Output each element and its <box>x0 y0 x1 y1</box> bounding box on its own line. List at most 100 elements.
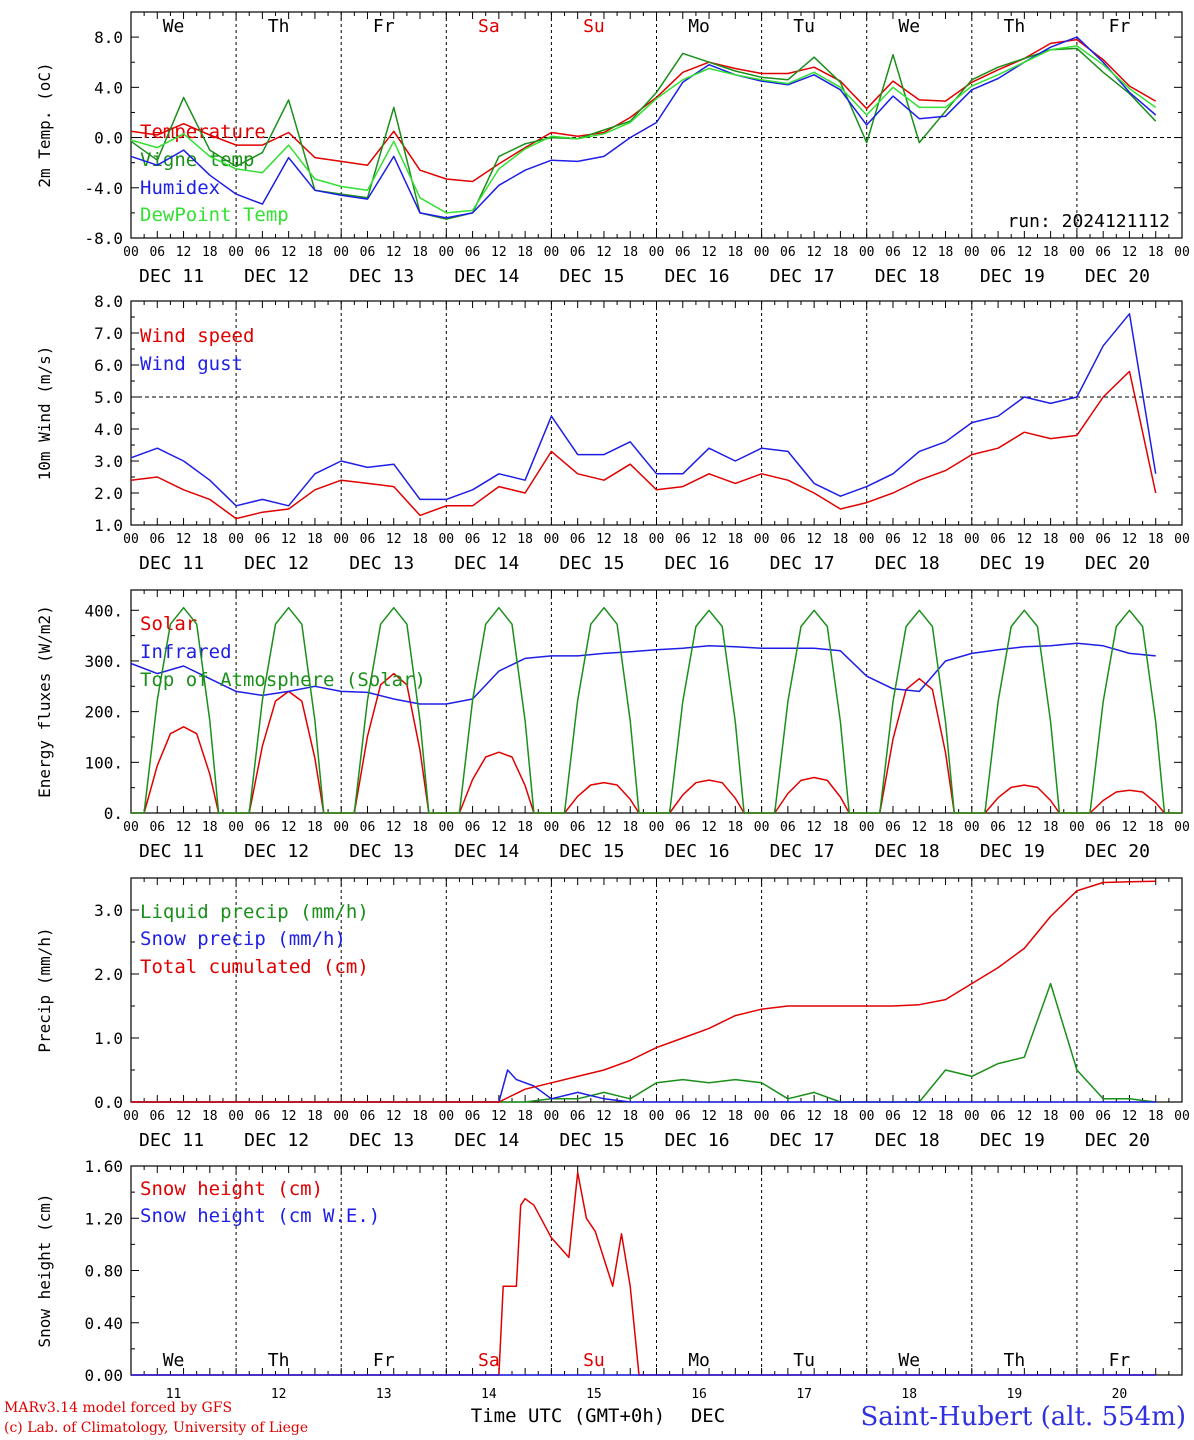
panel-5: 0.00 0.40 0.80 1.20 1.60 Snow height (cm) We Th… <box>35 1157 1183 1427</box>
x-date-label: DEC 20 <box>1085 553 1150 574</box>
x-hour-label: 00 <box>228 245 244 260</box>
x-hour-label: 18 <box>622 820 638 835</box>
day-abbrev-label: We <box>163 16 185 37</box>
x-hour-label: 00 <box>859 532 875 547</box>
x-hour-label: 12 <box>806 820 822 835</box>
x-hour-label: 18 <box>202 820 218 835</box>
x-date-label: DEC 12 <box>244 1130 309 1151</box>
x-hour-label: 18 <box>622 532 638 547</box>
x-hour-label: 18 <box>833 820 849 835</box>
y-tick-label: 100. <box>84 753 123 772</box>
x-hour-label: 12 <box>1017 1109 1033 1124</box>
legend-entry-humidex: Humidex <box>140 177 220 199</box>
x-hour-label: 06 <box>885 820 901 835</box>
x-date-label: DEC 20 <box>1085 266 1150 287</box>
legend-entry-snow-height-cm-w-e: Snow height (cm W.E.) <box>140 1205 380 1227</box>
day-abbrev-label: Tu <box>793 1350 815 1371</box>
series-line-wind-speed <box>130 370 1157 520</box>
panel-2: 1.0 2.0 3.0 4.0 5.0 6.0 7.0 8.0 10m Wind (m/s) 00… <box>35 292 1190 574</box>
x-hour-label: 18 <box>1148 1109 1164 1124</box>
x-date-label: DEC 16 <box>665 1130 730 1151</box>
x-hour-label: 06 <box>780 1109 796 1124</box>
day-abbrev-label: Su <box>583 1350 605 1371</box>
x-axis-label: Time UTC (GMT+0h) <box>471 1405 665 1427</box>
x-hour-label: 18 <box>727 245 743 260</box>
x-hour-label: 18 <box>412 1109 428 1124</box>
y-tick-label: 0.0 <box>94 129 123 148</box>
x-hour-label: 12 <box>281 245 297 260</box>
x-hour-label: 12 <box>911 820 927 835</box>
x-hour-label: 06 <box>465 1109 481 1124</box>
x-hour-label: 18 <box>517 245 533 260</box>
x-hour-label: 00 <box>228 820 244 835</box>
y-tick-label: 0. <box>104 804 123 823</box>
x-date-label: DEC 17 <box>770 266 835 287</box>
day-abbrev-label: Fr <box>1109 1350 1131 1371</box>
x-date-label: DEC 18 <box>875 841 940 862</box>
x-hour-label: 00 <box>544 532 560 547</box>
x-hour-label: 00 <box>1174 532 1190 547</box>
x-date-label: DEC 19 <box>980 1130 1045 1151</box>
x-date-label: DEC 12 <box>244 553 309 574</box>
legend-entry-snow-height-cm: Snow height (cm) <box>140 1178 323 1200</box>
x-hour-label: 12 <box>386 532 402 547</box>
x-hour-label: 18 <box>833 532 849 547</box>
x-date-label: DEC 11 <box>139 1130 204 1151</box>
x-hour-label: 06 <box>780 820 796 835</box>
day-abbrev-label: Mo <box>688 1350 710 1371</box>
x-hour-label: 06 <box>675 820 691 835</box>
series-line-wind-gust <box>130 313 1157 507</box>
series-line-vigne-temp <box>130 47 1157 220</box>
x-hour-label: 12 <box>281 820 297 835</box>
x-hour-label: 06 <box>149 532 165 547</box>
x-hour-label: 00 <box>438 820 454 835</box>
y-tick-label: 8.0 <box>94 28 123 47</box>
x-hour-label: 00 <box>1069 245 1085 260</box>
day-abbrev-label: Mo <box>688 16 710 37</box>
x-hour-label: 12 <box>1017 820 1033 835</box>
y-tick-label: 0.80 <box>84 1262 123 1281</box>
x-hour-label: 18 <box>202 1109 218 1124</box>
y-tick-label: 6.0 <box>94 356 123 375</box>
x-date-label: DEC 14 <box>454 553 519 574</box>
x-date-label: DEC 13 <box>349 841 414 862</box>
day-abbrev-label: Fr <box>373 16 395 37</box>
legend-entry-wind-gust: Wind gust <box>140 353 243 375</box>
x-hour-label: 06 <box>360 1109 376 1124</box>
panel-1: -8.0 -4.0 0.0 4.0 8.0 2m Temp. (oC) 00 06 12 18 DE… <box>35 11 1190 287</box>
series-line-snow-precip-mm-h <box>131 1069 1156 1103</box>
y-tick-label: 3.0 <box>94 452 123 471</box>
x-hour-label: 18 <box>307 245 323 260</box>
x-hour-label: 18 <box>938 1109 954 1124</box>
x-date-label: DEC 18 <box>875 266 940 287</box>
x-hour-label: 12 <box>1017 532 1033 547</box>
x-hour-label: 18 <box>412 245 428 260</box>
x-hour-label: 18 <box>622 1109 638 1124</box>
x-hour-label: 18 <box>1148 245 1164 260</box>
x-hour-label: 06 <box>465 820 481 835</box>
x-hour-label: 06 <box>360 820 376 835</box>
day-number-label: 12 <box>271 1387 287 1402</box>
y-tick-label: 2.0 <box>94 484 123 503</box>
x-hour-label: 18 <box>307 820 323 835</box>
x-date-label: DEC 12 <box>244 841 309 862</box>
y-tick-label: 0.40 <box>84 1314 123 1333</box>
x-hour-label: 12 <box>911 532 927 547</box>
x-hour-label: 18 <box>307 532 323 547</box>
x-date-label: DEC 14 <box>454 266 519 287</box>
x-hour-label: 06 <box>149 820 165 835</box>
x-date-label: DEC 17 <box>770 1130 835 1151</box>
day-number-label: 16 <box>691 1387 707 1402</box>
day-abbrev-label: We <box>898 1350 920 1371</box>
x-date-label: DEC 16 <box>665 266 730 287</box>
x-month-label: DEC <box>691 1405 725 1427</box>
x-hour-label: 06 <box>885 245 901 260</box>
series-line-dewpoint-temp <box>130 45 1157 214</box>
x-hour-label: 12 <box>281 532 297 547</box>
x-hour-label: 06 <box>255 820 271 835</box>
x-hour-label: 12 <box>1017 245 1033 260</box>
day-number-label: 20 <box>1112 1387 1128 1402</box>
x-hour-label: 00 <box>964 532 980 547</box>
day-number-label: 11 <box>166 1387 182 1402</box>
x-hour-label: 00 <box>754 532 770 547</box>
